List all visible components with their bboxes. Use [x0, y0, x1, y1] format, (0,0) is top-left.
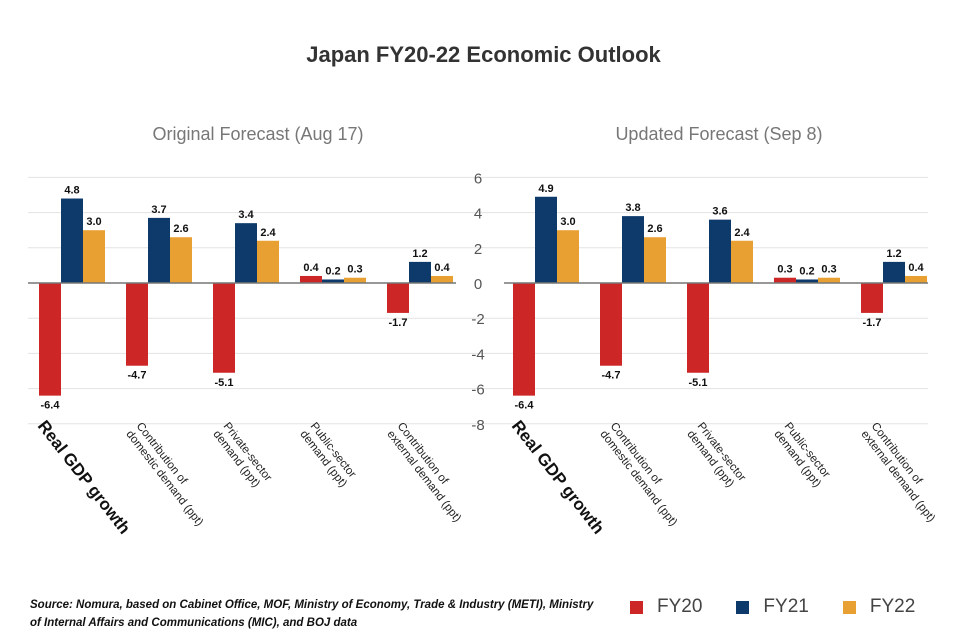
data-label: 3.0	[560, 216, 575, 228]
data-label: 0.3	[777, 264, 792, 276]
y-tick-label: -6	[471, 382, 484, 399]
bar	[687, 283, 709, 373]
bar	[387, 283, 409, 313]
y-tick-label: 4	[474, 206, 482, 223]
legend-label: FY22	[869, 596, 916, 617]
data-label: -4.7	[128, 370, 147, 382]
bar	[622, 216, 644, 283]
data-label: 4.8	[64, 185, 79, 197]
legend: FY20 FY21 FY22	[630, 596, 915, 618]
data-label: 3.0	[86, 216, 101, 228]
bar	[774, 277, 796, 283]
bar	[513, 283, 535, 396]
bar	[213, 283, 235, 373]
legend-swatch-fy21	[736, 600, 750, 614]
data-label: 0.2	[799, 265, 814, 277]
panel-title: Updated Forecast (Sep 8)	[615, 124, 822, 144]
bar	[731, 240, 753, 283]
legend-swatch-fy22	[842, 600, 856, 614]
bar	[861, 283, 883, 313]
bar	[61, 198, 83, 283]
data-label: -1.7	[863, 317, 882, 329]
bar	[409, 261, 431, 283]
legend-label: FY20	[657, 596, 703, 617]
data-label: 3.4	[238, 209, 254, 221]
legend-item-fy21: FY21	[736, 596, 809, 618]
data-label: 0.4	[303, 262, 319, 274]
data-label: 2.6	[173, 223, 188, 235]
data-label: 4.9	[538, 183, 553, 195]
source-note: Source: Nomura, based on Cabinet Office,…	[30, 599, 594, 629]
category-label-line: Real GDP growth	[34, 417, 134, 538]
bar	[300, 275, 322, 283]
bar	[235, 223, 257, 283]
data-label: 0.4	[908, 262, 924, 274]
legend-swatch-fy20	[630, 600, 643, 614]
bar	[148, 217, 170, 283]
data-label: 3.8	[625, 202, 640, 214]
data-label: 2.4	[260, 227, 276, 239]
bar	[344, 277, 366, 283]
chart-title: Japan FY20-22 Economic Outlook	[306, 42, 661, 67]
bar	[257, 240, 279, 283]
data-label: 0.2	[325, 265, 340, 277]
data-label: -6.4	[515, 400, 535, 412]
data-label: 0.4	[434, 262, 450, 274]
data-label: 2.4	[734, 227, 750, 239]
category-label-line: external demand (ppt)	[858, 428, 937, 524]
bar	[126, 283, 148, 366]
bar	[431, 275, 453, 283]
legend-item-fy20: FY20	[630, 596, 702, 618]
y-tick-label: -2	[471, 311, 484, 328]
bar	[600, 283, 622, 366]
y-tick-label: 0	[474, 276, 482, 293]
data-label: 3.7	[151, 204, 166, 216]
data-label: 0.3	[347, 264, 362, 276]
bar	[796, 279, 818, 283]
y-tick-label: -8	[471, 417, 484, 434]
data-label: -5.1	[215, 377, 234, 389]
legend-item-fy22: FY22	[842, 596, 916, 618]
bar	[644, 237, 666, 283]
bar	[535, 196, 557, 283]
bar	[709, 219, 731, 283]
data-label: 1.2	[886, 248, 901, 260]
panel-title: Original Forecast (Aug 17)	[152, 124, 363, 144]
data-label: -4.7	[602, 370, 621, 382]
bar	[39, 283, 61, 396]
category-label-line: external demand (ppt)	[384, 428, 463, 524]
data-label: 2.6	[647, 223, 662, 235]
category-label-line: domestic demand (ppt)	[123, 428, 205, 528]
y-tick-label: -4	[471, 346, 484, 363]
data-label: 0.3	[821, 264, 836, 276]
bar	[557, 230, 579, 283]
y-tick-label: 2	[474, 241, 482, 258]
data-label: -1.7	[389, 317, 408, 329]
legend-label: FY21	[763, 596, 809, 617]
bar	[170, 237, 192, 283]
bar	[818, 277, 840, 283]
bar	[905, 275, 927, 283]
data-label: 1.2	[412, 248, 427, 260]
y-tick-label: 6	[474, 170, 482, 187]
data-label: 3.6	[712, 206, 727, 218]
bar	[83, 230, 105, 283]
category-label-line: Real GDP growth	[508, 417, 608, 538]
category-label: Real GDP growth	[34, 417, 134, 538]
bar	[322, 279, 344, 283]
bar	[883, 261, 905, 283]
data-label: -5.1	[689, 377, 708, 389]
category-label: Real GDP growth	[508, 417, 608, 538]
data-label: -6.4	[41, 400, 61, 412]
category-label-line: domestic demand (ppt)	[597, 428, 679, 528]
